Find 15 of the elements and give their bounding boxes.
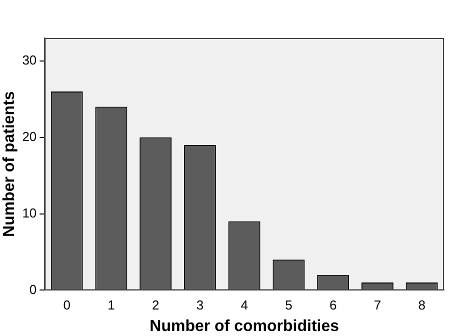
- x-axis-title: Number of comorbidities: [150, 318, 340, 335]
- x-tick-label: 2: [152, 298, 160, 313]
- x-tick-label: 0: [63, 298, 70, 313]
- y-tick-label: 30: [22, 52, 37, 68]
- x-tick-label: 6: [329, 298, 337, 313]
- x-tick-label: 8: [418, 298, 426, 313]
- x-tick-label: 5: [285, 298, 292, 313]
- y-tick-label: 0: [29, 282, 37, 297]
- x-tick-label: 4: [240, 298, 248, 313]
- y-tick-label: 10: [22, 205, 37, 220]
- y-axis-title: Number of patients: [1, 91, 18, 237]
- y-tick-label: 20: [22, 128, 37, 144]
- x-tick-label: 3: [196, 298, 204, 313]
- x-tick-label: 7: [374, 298, 382, 313]
- x-tick-label: 1: [108, 298, 115, 313]
